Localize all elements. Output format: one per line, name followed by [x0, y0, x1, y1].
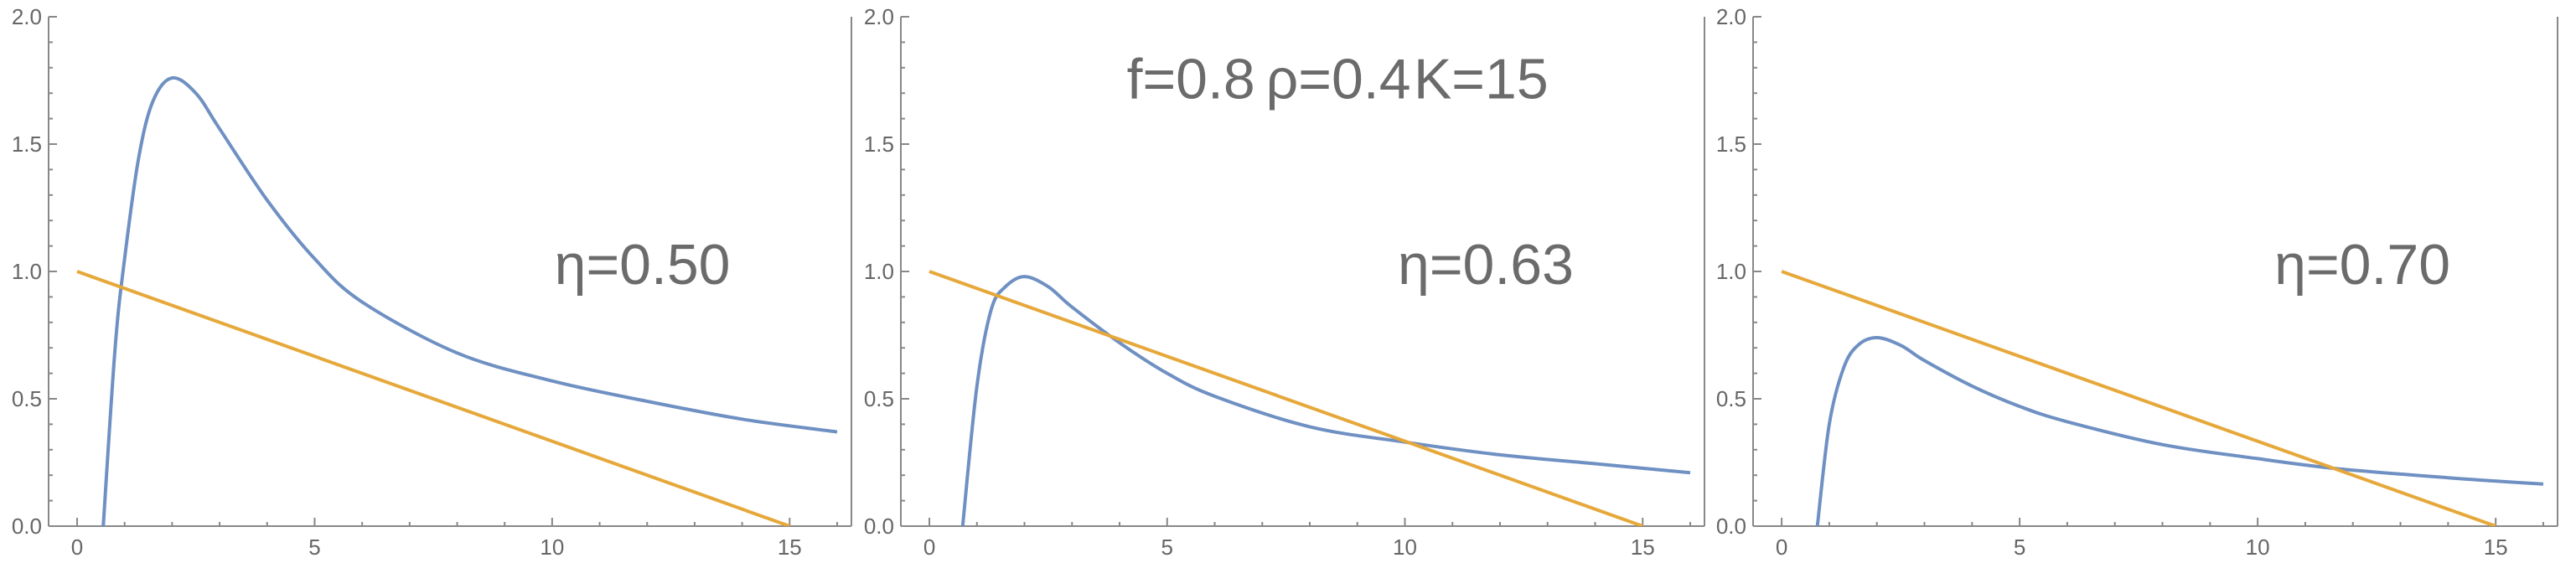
y-tick-label: 1.0 [1716, 259, 1746, 284]
series-curve [1815, 335, 2544, 526]
x-tick-label: 15 [2484, 535, 2508, 560]
chart-panel-1: 0 5 10 15 0.0 0.5 1.0 1.5 2.0 η=0.50 [12, 4, 852, 560]
y-tick-label: 0.5 [864, 386, 894, 411]
annotation-text: η=0.63 [1398, 233, 1574, 297]
annotation-text: η=0.50 [555, 233, 731, 297]
y-tick-label: 1.5 [864, 132, 894, 157]
series-linear [1781, 270, 2496, 526]
y-tick-label: 0.0 [12, 514, 42, 539]
x-tick-label: 15 [1631, 535, 1655, 560]
series-curve [101, 75, 838, 526]
x-tick-label: 10 [2246, 535, 2270, 560]
y-tick-label: 2.0 [1716, 4, 1746, 29]
series-curve [960, 275, 1691, 526]
y-tick-label: 1.5 [12, 132, 42, 157]
annotation-text: η=0.70 [2274, 233, 2450, 297]
x-tick-label: 5 [1161, 535, 1173, 560]
x-tick-label: 0 [1776, 535, 1787, 560]
y-tick-label: 1.5 [1716, 132, 1746, 157]
y-tick-label: 0.5 [12, 386, 42, 411]
x-tick-label: 15 [778, 535, 802, 560]
x-tick-label: 10 [1393, 535, 1417, 560]
series-linear [928, 270, 1643, 526]
chart-panel-2: 0 5 10 15 0.0 0.5 1.0 1.5 2.0 f=0.8 ρ=0.4 K=15 η=0.6… [864, 4, 1705, 560]
series-linear [76, 270, 790, 526]
x-tick-label: 10 [540, 535, 564, 560]
y-tick-label: 2.0 [864, 4, 894, 29]
x-tick-label: 0 [71, 535, 83, 560]
y-tick-label: 1.0 [12, 259, 42, 284]
x-tick-label: 5 [2014, 535, 2025, 560]
y-tick-label: 1.0 [864, 259, 894, 284]
chart-panel-3: 0 5 10 15 0.0 0.5 1.0 1.5 2.0 η=0.70 [1716, 4, 2558, 560]
y-tick-label: 0.0 [864, 514, 894, 539]
y-tick-label: 0.5 [1716, 386, 1746, 411]
annotation-text: K=15 [1414, 47, 1549, 111]
y-tick-label: 0.0 [1716, 514, 1746, 539]
x-tick-label: 5 [308, 535, 320, 560]
annotation-text: ρ=0.4 [1266, 47, 1411, 111]
y-tick-label: 2.0 [12, 4, 42, 29]
x-tick-label: 0 [923, 535, 935, 560]
annotation-text: f=0.8 [1127, 47, 1255, 111]
